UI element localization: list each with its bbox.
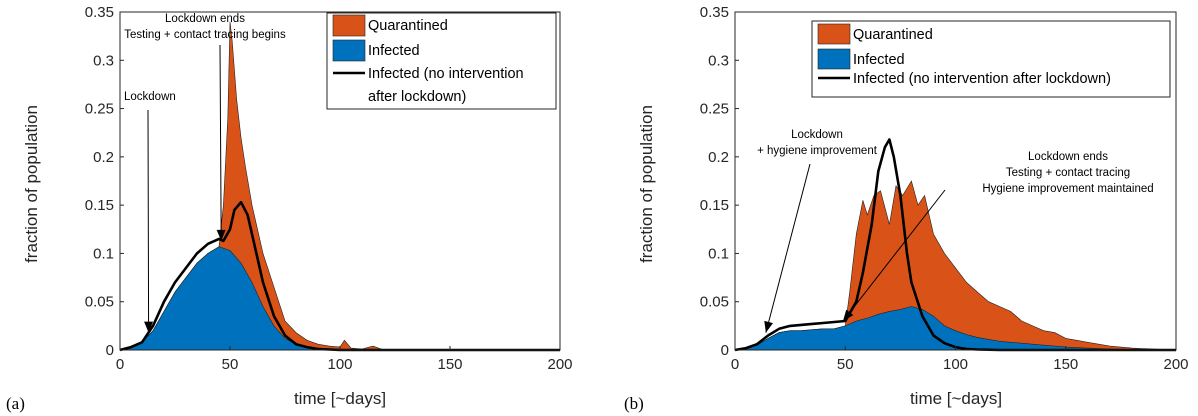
annotation-arrow [147,109,150,333]
x-tick-label: 0 [116,356,124,373]
y-tick-label: 0.3 [93,52,114,69]
x-tick-label: 150 [437,356,462,373]
annotation-arrow [842,189,946,322]
annotation-text: Lockdown [791,129,843,141]
x-tick-label: 0 [731,356,739,373]
series-line-infected-no-intervention [734,138,1176,352]
panel-b-ticks: 0 50 100 150 200 0 0.05 0.1 0.15 0.2 0.25 0.3 0.35 [700,4,1189,373]
y-tick-label: 0.35 [700,4,729,21]
annotation-text: Hygiene improvement maintained [982,183,1153,195]
y-tick-label: 0.15 [85,197,114,214]
x-tick-label: 50 [837,356,854,373]
x-tick-label: 100 [327,356,352,373]
series-area-infected [734,306,1177,351]
annotation-arrowhead [843,309,854,322]
panel-a-y-axis-label: fraction of population [22,105,41,263]
panel-b-annotations: Lockdown + hygiene improvement Lockdown en… [757,129,1154,333]
y-tick-label: 0.15 [700,197,729,214]
panel-b-y-axis-label: fraction of population [637,105,656,263]
annotation-arrow [219,44,222,241]
annotation-arrow [765,163,811,333]
legend-box [811,20,1171,98]
panel-b-legend: Quarantined Infected Infected (no interven… [811,20,1171,98]
panel-b: 0 50 100 150 200 0 0.05 0.1 0.15 0.2 0.25 0.3 0.35 t… [624,4,1189,413]
annotation-text: Lockdown [124,91,176,103]
legend-swatch [817,23,851,45]
y-tick-label: 0.1 [93,245,114,262]
panel-b-plot-area [734,138,1177,352]
legend-swatch [817,48,851,70]
y-tick-label: 0 [721,342,729,359]
legend-label: Infected (no intervention after lockdown… [853,71,1111,87]
annotation-text: Testing + contact tracing begins [124,29,286,41]
legend-swatch [332,14,366,37]
annotation-arrowhead [216,229,226,241]
panel-a-label: (a) [6,394,25,413]
legend-label: Infected [368,43,420,59]
panel-b-x-axis-label: time [~days] [910,389,1002,408]
y-tick-label: 0.1 [708,245,729,262]
series-area-infected [119,246,560,351]
annotation-text: Testing + contact tracing [1006,167,1130,179]
legend-label: Quarantined [853,27,933,43]
y-tick-label: 0.2 [93,149,114,166]
y-tick-label: 0 [106,342,114,359]
x-tick-label: 200 [547,356,572,373]
series-line-infected-no-intervention [119,200,560,352]
legend-swatch [332,39,366,62]
y-tick-label: 0.25 [85,101,114,118]
y-tick-label: 0.35 [85,4,114,21]
y-tick-label: 0.3 [708,52,729,69]
annotation-arrowhead [144,321,154,333]
x-tick-label: 150 [1053,356,1078,373]
panel-a: 0 50 100 150 200 0 0.05 0.1 0.15 0.2 0.25 0.3 0.35 t… [6,4,573,413]
panel-b-label: (b) [624,394,644,413]
annotation-text: + hygiene improvement [757,145,878,157]
legend-label: Infected (no intervention [368,66,524,82]
y-tick-label: 0.25 [700,101,729,118]
legend-label: Quarantined [368,18,448,34]
annotation-text: Lockdown ends [165,13,245,25]
y-tick-label: 0.05 [85,294,114,311]
annotation-text: Lockdown ends [1028,151,1108,163]
y-tick-label: 0.05 [700,294,729,311]
panel-a-ticks: 0 50 100 150 200 0 0.05 0.1 0.15 0.2 0.25 0.3 0.35 [85,4,573,373]
annotation-arrowhead [764,320,774,333]
x-tick-label: 50 [222,356,239,373]
x-tick-label: 200 [1163,356,1188,373]
legend-label: after lockdown) [368,89,466,105]
legend-label: Infected [853,52,905,68]
panel-a-legend: Quarantined Infected Infected (no interven… [326,12,557,110]
x-tick-label: 100 [943,356,968,373]
panel-a-annotations: Lockdown Lockdown ends Testing + contact t… [124,13,286,333]
y-tick-label: 0.2 [708,149,729,166]
panel-a-x-axis-label: time [~days] [294,389,386,408]
